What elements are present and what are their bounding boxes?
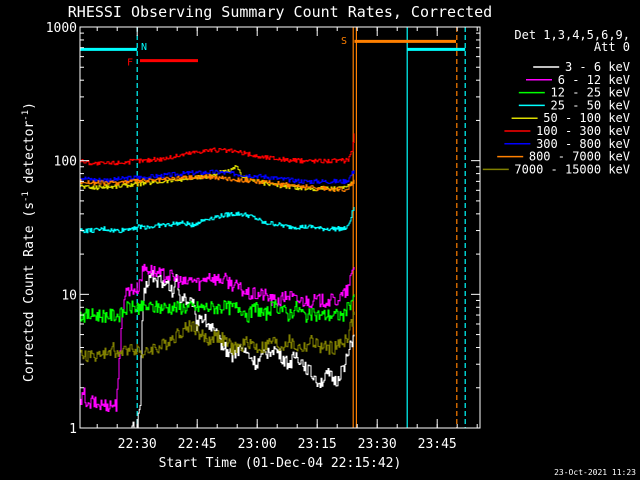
legend-header-line1: Det 1,3,4,5,6,9,	[514, 28, 630, 42]
x-tick-label-4: 23:15	[298, 437, 337, 452]
series-line-5	[80, 165, 355, 192]
y-axis-label-sup1: -1	[21, 191, 31, 202]
legend-label-1: 3 - 6 keV	[565, 60, 630, 74]
y-tick-label-4: 1000	[46, 21, 77, 36]
timestamp: 23-Oct-2021 11:23	[554, 468, 636, 477]
legend-header-line2: Att 0	[594, 40, 630, 54]
chart-title: RHESSI Observing Summary Count Rates, Co…	[68, 3, 492, 21]
y-tick-label-3: 100	[54, 155, 77, 170]
x-tick-label-1: 22:30	[118, 437, 157, 452]
series-line-4	[80, 207, 355, 234]
legend-label-5: 50 - 100 keV	[543, 111, 630, 125]
y-tick-label-1: 1	[69, 422, 77, 437]
legend-label-6: 100 - 300 keV	[536, 124, 630, 138]
legend-label-9: 7000 - 15000 keV	[514, 162, 630, 176]
flag-label-n: N	[141, 42, 147, 53]
axes: 1 10 100 1000 22:30 22:45 23:00 23:15 23:30 23:45	[46, 21, 481, 452]
legend-label-4: 25 - 50 keV	[551, 98, 630, 112]
plot-area: NF S	[80, 27, 466, 428]
x-tick-label-5: 23:30	[358, 437, 397, 452]
legend-label-8: 800 - 7000 keV	[529, 150, 630, 164]
y-axis-label: Corrected Count Rate (s-1 detector-1)	[21, 102, 37, 382]
series-line-1	[131, 270, 355, 428]
series-line-3	[80, 294, 355, 323]
series-line-6	[80, 133, 355, 166]
plot-frame	[79, 26, 481, 429]
series-line-9	[80, 311, 355, 363]
y-axis-label-main: Corrected Count Rate (s	[22, 202, 37, 382]
series-line-7	[80, 169, 355, 185]
y-tick-label-2: 10	[61, 288, 77, 303]
legend-label-2: 6 - 12 keV	[558, 73, 630, 87]
series-line-2	[80, 263, 355, 412]
y-axis-label-sup2: -1	[21, 110, 31, 121]
series-line-8	[80, 174, 355, 192]
flag-label-s: S	[341, 36, 347, 47]
x-tick-label-2: 22:45	[178, 437, 217, 452]
x-tick-label-3: 23:00	[238, 437, 277, 452]
x-tick-label-6: 23:45	[418, 437, 457, 452]
legend-label-3: 12 - 25 keV	[551, 86, 630, 100]
y-axis-label-end: )	[22, 102, 37, 110]
legend-label-7: 300 - 800 keV	[536, 137, 630, 151]
y-axis-label-mid: detector	[22, 121, 37, 192]
x-axis-label: Start Time (01-Dec-04 22:15:42)	[159, 456, 402, 471]
flag-label-f: F	[127, 58, 133, 69]
